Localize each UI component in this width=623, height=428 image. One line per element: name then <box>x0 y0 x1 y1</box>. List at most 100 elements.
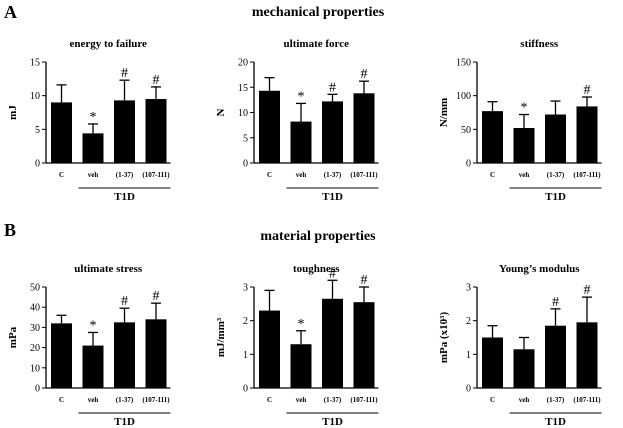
significance-marker: * <box>90 318 97 333</box>
category-label: veh <box>88 171 99 179</box>
bar <box>51 323 72 388</box>
group-label: T1D <box>545 416 566 428</box>
panel-label-b: B <box>4 220 16 240</box>
chart-5: Young’s modulus 0 1 2 3 mPa (x10³) C veh # (1-37)… <box>438 263 602 428</box>
category-label: (1-37) <box>547 396 565 404</box>
group-label: T1D <box>322 416 343 428</box>
bar <box>482 337 503 388</box>
significance-marker: # <box>121 294 128 309</box>
group-label: T1D <box>545 191 566 203</box>
significance-marker: # <box>584 83 591 98</box>
significance-marker: * <box>298 89 305 104</box>
category-label: veh <box>296 171 307 179</box>
category-label: C <box>490 396 495 404</box>
group-label: T1D <box>114 416 135 428</box>
bar <box>82 133 104 163</box>
bar <box>322 298 343 388</box>
significance-marker: # <box>153 73 160 88</box>
category-label: (107-111) <box>142 396 170 404</box>
y-tick-label: 20 <box>30 343 40 354</box>
bar <box>513 127 535 163</box>
bar <box>51 102 72 163</box>
y-axis-label: N/mm <box>438 98 450 127</box>
significance-marker: # <box>361 273 368 288</box>
chart-group: energy to failure051015mJC*veh#(1-37)#(1… <box>7 38 602 428</box>
category-label: veh <box>88 396 99 404</box>
y-tick-label: 0 <box>243 159 248 170</box>
y-tick-label: 0 <box>466 384 471 395</box>
chart-title: stiffness <box>520 38 559 50</box>
category-label: C <box>59 171 64 179</box>
bar <box>145 99 167 163</box>
category-label: C <box>59 396 64 404</box>
y-tick-label: 50 <box>461 125 471 136</box>
category-label: (1-37) <box>116 171 134 179</box>
panel-label-a: A <box>4 2 17 22</box>
chart-0: energy to failure 0 5 10 15 mJ C * veh # (1-37) # (1… <box>7 38 171 203</box>
y-tick-label: 10 <box>238 108 248 119</box>
category-label: C <box>490 171 495 179</box>
y-tick-label: 3 <box>466 283 471 294</box>
category-label: (1-37) <box>547 171 565 179</box>
bar <box>513 349 535 388</box>
bar <box>322 101 343 163</box>
y-tick-label: 50 <box>30 283 40 294</box>
bar <box>290 121 312 163</box>
bar <box>482 111 503 163</box>
category-label: (1-37) <box>116 396 134 404</box>
chart-title: toughness <box>293 263 340 275</box>
category-label: veh <box>519 171 530 179</box>
bar <box>82 345 104 388</box>
bar <box>353 302 375 388</box>
bar <box>114 100 135 163</box>
significance-marker: # <box>361 67 368 82</box>
y-axis-label: N <box>215 108 227 116</box>
bar <box>259 310 280 388</box>
y-tick-label: 10 <box>30 91 40 102</box>
category-label: (1-37) <box>324 396 342 404</box>
y-axis-label: mPa <box>7 326 19 348</box>
significance-marker: # <box>329 80 336 95</box>
bar <box>576 322 598 388</box>
category-label: C <box>267 171 272 179</box>
y-tick-label: 0 <box>243 384 248 395</box>
chart-1: ultimate force 0 5 10 15 20 N C * veh # (1-37) # (107… <box>215 38 379 203</box>
chart-3: ultimate stress 0 10 20 30 40 50 mPa C * veh # (1-37… <box>7 263 171 428</box>
y-tick-label: 5 <box>243 133 248 144</box>
chart-title: ultimate stress <box>74 263 143 275</box>
chart-2: stiffness 0 50 100 150 N/mm C * veh (1-37) # (107-1… <box>438 38 602 203</box>
category-label: (107-111) <box>573 171 601 179</box>
y-tick-label: 150 <box>456 58 471 69</box>
category-label: (107-111) <box>142 171 170 179</box>
significance-marker: # <box>153 289 160 304</box>
y-tick-label: 100 <box>456 91 471 102</box>
bar <box>545 114 566 163</box>
y-tick-label: 5 <box>35 125 40 136</box>
chart-title: Young’s modulus <box>499 263 580 275</box>
significance-marker: # <box>584 283 591 298</box>
y-tick-label: 3 <box>243 283 248 294</box>
group-label: T1D <box>322 191 343 203</box>
y-tick-label: 2 <box>466 316 471 327</box>
chart-4: toughness 0 1 2 3 mJ/mm³ C * veh # (1-37) # (107-111… <box>215 263 379 428</box>
significance-marker: # <box>329 266 336 281</box>
y-tick-label: 30 <box>30 323 40 334</box>
category-label: (107-111) <box>350 396 378 404</box>
category-label: (1-37) <box>324 171 342 179</box>
significance-marker: # <box>121 66 128 81</box>
y-tick-label: 0 <box>35 384 40 395</box>
y-tick-label: 15 <box>238 83 248 94</box>
category-label: C <box>267 396 272 404</box>
y-axis-label: mPa (x10³) <box>438 312 450 364</box>
bar <box>259 90 280 163</box>
significance-marker: * <box>521 101 528 116</box>
y-tick-label: 1 <box>243 350 248 361</box>
significance-marker: # <box>552 295 559 310</box>
y-tick-label: 2 <box>243 316 248 327</box>
bar <box>114 322 135 388</box>
significance-marker: * <box>90 110 97 125</box>
group-label: T1D <box>114 191 135 203</box>
y-tick-label: 10 <box>30 363 40 374</box>
bar <box>353 93 375 163</box>
